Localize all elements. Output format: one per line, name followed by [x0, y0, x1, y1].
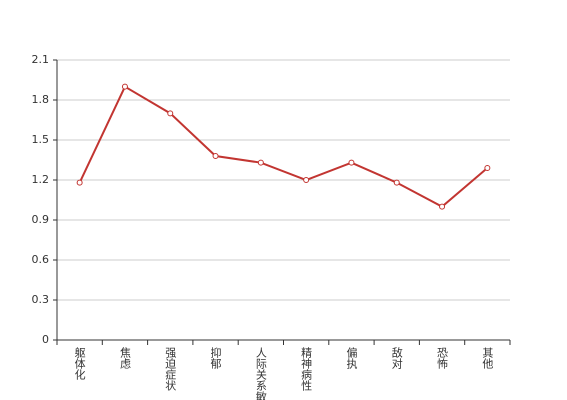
point: [484, 165, 491, 171]
point: [393, 179, 400, 186]
point: [121, 83, 128, 90]
x-tick-label: 恐怖: [436, 347, 449, 369]
y-tick-label: 0.3: [32, 293, 50, 306]
point: [212, 153, 219, 159]
y-tick-label: 1.5: [32, 133, 50, 146]
y-tick-label: 0.9: [32, 213, 50, 226]
x-tick-label: 精神病性: [300, 347, 313, 392]
point: [303, 177, 310, 183]
point: [257, 159, 264, 166]
x-tick-label: 强迫症状: [164, 347, 177, 391]
line: [78, 85, 488, 208]
x-tick-label: 敌对: [390, 346, 403, 369]
x-tick-label: 人际关系敏感: [254, 347, 267, 400]
point: [439, 203, 446, 210]
x-tick-label: 躯体化: [73, 347, 86, 381]
x-tick-label: 偏执: [345, 346, 358, 370]
y-tick-label: 0.6: [32, 253, 50, 266]
y-tick-label: 1.2: [32, 173, 50, 186]
y-tick-label: 2.1: [32, 53, 50, 66]
point: [76, 179, 83, 186]
y-tick-label: 1.8: [32, 93, 50, 106]
point: [348, 159, 355, 166]
y-tick-label: 0: [42, 333, 49, 346]
x-tick-label: 抑郁: [209, 346, 222, 369]
x-tick-label: 其他: [481, 347, 494, 369]
x-tick-label: 焦虑: [118, 347, 131, 369]
point: [167, 110, 174, 117]
